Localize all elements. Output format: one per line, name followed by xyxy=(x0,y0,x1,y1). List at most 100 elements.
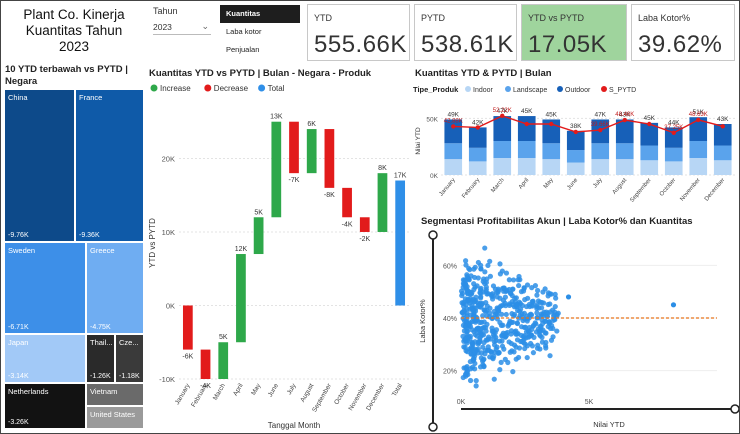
pytd-point xyxy=(622,117,627,123)
scatter-point xyxy=(498,359,504,365)
scatter-point xyxy=(481,307,487,313)
scatter-point xyxy=(506,339,512,345)
scatter-point xyxy=(518,289,525,295)
legend-marker xyxy=(150,84,158,92)
treemap-tile[interactable]: China -9.76K xyxy=(4,89,75,242)
scatter-point xyxy=(550,334,556,340)
scatter-point xyxy=(480,313,486,319)
pytd-point xyxy=(451,124,456,129)
scatter-point xyxy=(551,313,557,319)
year-slicer-dropdown[interactable]: 2023 ⌄ xyxy=(153,20,211,35)
kpi-value: 17.05K xyxy=(528,31,608,58)
scatter-point xyxy=(543,345,549,351)
scatter-point xyxy=(479,331,485,337)
treemap-tile[interactable]: Vietnam xyxy=(86,383,144,406)
scatter-point xyxy=(543,339,549,346)
x-axis-label: Nilai YTD xyxy=(593,420,625,429)
data-label: 12K xyxy=(235,246,248,253)
x-tick-label: 5K xyxy=(585,399,594,406)
stacked-bar-segment xyxy=(493,141,512,158)
scatter-point xyxy=(499,333,505,339)
stacked-bar-segment xyxy=(517,141,536,158)
scatter-point xyxy=(463,373,469,379)
treemap-tile[interactable]: France -9.36K xyxy=(75,89,144,242)
bar-label: 45K xyxy=(545,111,557,118)
scatter-point xyxy=(534,292,540,298)
x-tick-label: Total xyxy=(391,382,404,398)
measure-item-penjualan[interactable]: Penjualan xyxy=(226,45,260,54)
legend-marker xyxy=(505,86,511,92)
scatter-point xyxy=(550,317,556,324)
scatter-point xyxy=(478,266,484,272)
treemap-tile[interactable]: United States xyxy=(86,406,144,429)
stacked-bar-segment xyxy=(713,124,732,146)
treemap-tile[interactable]: Cze... -1.18K xyxy=(115,334,144,383)
scatter-point xyxy=(500,322,506,328)
x-tick-label: August xyxy=(299,382,315,403)
stacked-bar-segment xyxy=(444,143,463,160)
x-tick-label: October xyxy=(659,177,677,197)
waterfall-bar xyxy=(253,217,264,255)
scatter-point xyxy=(497,295,503,301)
scatter-point xyxy=(460,333,466,339)
data-label: -2K xyxy=(359,236,370,243)
scatter-point xyxy=(487,273,494,279)
line-label: 48.46K xyxy=(615,112,634,118)
measure-slicer: Kuantitas Laba kotor Penjualan xyxy=(220,5,300,61)
measure-item-laba-kotor[interactable]: Laba kotor xyxy=(226,27,262,36)
measure-item-kuantitas[interactable]: Kuantitas xyxy=(220,5,300,23)
scatter-point xyxy=(473,378,479,384)
kpi-card-ytd-vs-pytd: YTD vs PYTD 17.05K xyxy=(521,4,627,61)
scatter-point xyxy=(526,328,532,334)
treemap-tile[interactable]: Greece -4.75K xyxy=(86,242,144,334)
treemap-tile[interactable]: Sweden -6.71K xyxy=(4,242,86,334)
waterfall-bar xyxy=(324,129,335,188)
pytd-point xyxy=(720,124,725,129)
line-label: 37.25K xyxy=(664,125,683,131)
legend-label: Decrease xyxy=(214,84,249,93)
data-label: -7K xyxy=(289,177,300,184)
slider-handle-icon xyxy=(428,230,438,240)
treemap-tile[interactable]: Netherlands -3.26K xyxy=(4,383,86,429)
scatter-point xyxy=(537,333,543,339)
x-tick-label: June xyxy=(566,177,579,191)
scatter-point xyxy=(529,303,535,309)
y-axis-label: YTD vs PYTD xyxy=(148,218,157,268)
stacked-bar-segment xyxy=(689,158,708,175)
scatter-point xyxy=(548,322,555,329)
scatter-point xyxy=(483,284,489,290)
kpi-card-ytd: YTD 555.66K xyxy=(307,4,410,61)
scatter-point xyxy=(538,313,544,319)
scatter-point xyxy=(492,311,498,318)
scatter-point xyxy=(499,311,505,317)
kpi-label: YTD vs PYTD xyxy=(528,13,585,23)
bar-label: 47K xyxy=(496,108,508,115)
pytd-point xyxy=(500,113,505,119)
scatter-point xyxy=(477,335,483,341)
bar-label: 45K xyxy=(643,115,655,122)
waterfall-bar xyxy=(377,173,388,232)
scatter-point xyxy=(472,264,478,270)
scatter-point xyxy=(464,340,470,346)
scatter-point xyxy=(477,364,484,370)
scatter-point xyxy=(554,328,560,334)
treemap-tile[interactable]: Japan -3.14K xyxy=(4,334,86,383)
scatter-point xyxy=(466,265,472,272)
scatter-point xyxy=(475,275,481,281)
treemap-tile[interactable]: Thail... -1.26K xyxy=(86,334,115,383)
scatter-point xyxy=(547,291,553,297)
scatter-point xyxy=(497,367,503,373)
scatter-point xyxy=(497,261,503,267)
scatter-point xyxy=(483,325,489,331)
scatter-point xyxy=(535,287,541,294)
kpi-value: 39.62% xyxy=(638,31,723,58)
y-tick-label: 50K xyxy=(426,116,438,123)
scatter-point xyxy=(478,290,484,296)
scatter-point xyxy=(526,315,532,321)
y-tick-label: 0K xyxy=(430,173,439,180)
scatter-point xyxy=(507,349,513,355)
x-tick-label: July xyxy=(286,382,298,396)
legend-marker xyxy=(557,86,563,92)
scatter-point xyxy=(485,347,491,354)
scatter-point xyxy=(509,293,515,299)
